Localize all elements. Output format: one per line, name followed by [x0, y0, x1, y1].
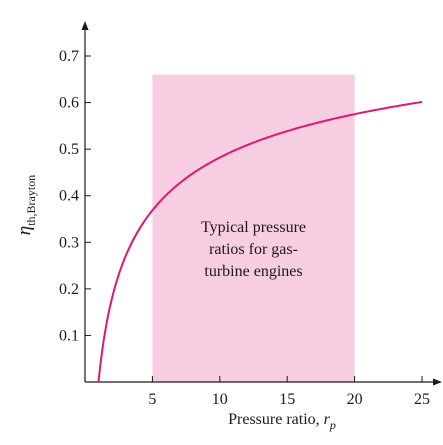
x-tick-label: 20	[347, 391, 363, 408]
shaded-region	[152, 74, 355, 382]
x-axis-arrow	[433, 378, 442, 386]
region-annotation-line: turbine engines	[204, 263, 302, 280]
region-annotation-line: Typical pressure	[201, 219, 306, 236]
region-annotation: Typical pressure ratios for gas-turbine e…	[201, 219, 306, 280]
y-axis-label: ηth,Brayton	[14, 175, 38, 235]
y-tick-label: 0.6	[59, 95, 79, 112]
x-tick-label: 10	[212, 391, 228, 408]
y-tick-label: 0.1	[59, 327, 79, 344]
x-axis-label: Pressure ratio, rp	[228, 411, 336, 432]
y-tick-label: 0.3	[59, 234, 79, 251]
y-tick-label: 0.4	[59, 188, 79, 205]
efficiency-curve	[97, 100, 423, 383]
region-annotation-line: ratios for gas-	[209, 241, 298, 258]
x-tick-label: 25	[414, 391, 430, 408]
y-axis-arrow	[81, 21, 89, 30]
y-tick-label: 0.5	[59, 141, 79, 158]
y-tick-label: 0.7	[59, 48, 79, 65]
x-tick-label: 5	[148, 391, 156, 408]
y-tick-label: 0.2	[59, 281, 79, 298]
x-tick-label: 15	[279, 391, 295, 408]
